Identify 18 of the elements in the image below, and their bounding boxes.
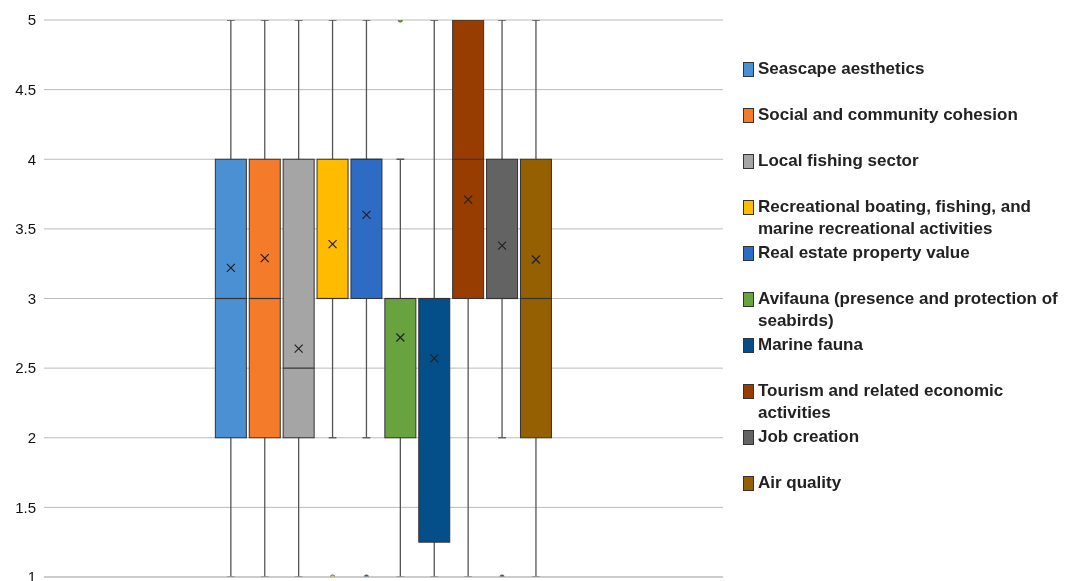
y-tick-label: 2 (27, 429, 36, 447)
legend-label: Local fishing sector (758, 150, 919, 172)
legend-label: Marine fauna (758, 334, 863, 356)
legend-label: Real estate property value (758, 242, 970, 264)
y-tick-label: 1.5 (15, 498, 36, 516)
legend-label: Air quality (758, 472, 842, 494)
legend-label: Tourism and related economic activities (758, 380, 1005, 424)
legend-label: Seascape aesthetics (758, 58, 925, 80)
y-tick-label: 3.5 (15, 220, 36, 238)
y-tick-label: 4 (27, 150, 36, 168)
y-tick-label: 3 (27, 289, 36, 307)
y-tick-label: 2.5 (15, 359, 36, 377)
y-tick-label: 4.5 (15, 80, 36, 98)
legend-label: Avifauna (presence and protection of seabirds) (758, 288, 1059, 332)
y-tick-label: 5 (27, 11, 36, 29)
legend-label: Social and community cohesion (758, 104, 1018, 126)
legend-label: Job creation (758, 426, 860, 448)
legend-label: Recreational boating, fishing, and marine recreational activities (758, 196, 1032, 240)
